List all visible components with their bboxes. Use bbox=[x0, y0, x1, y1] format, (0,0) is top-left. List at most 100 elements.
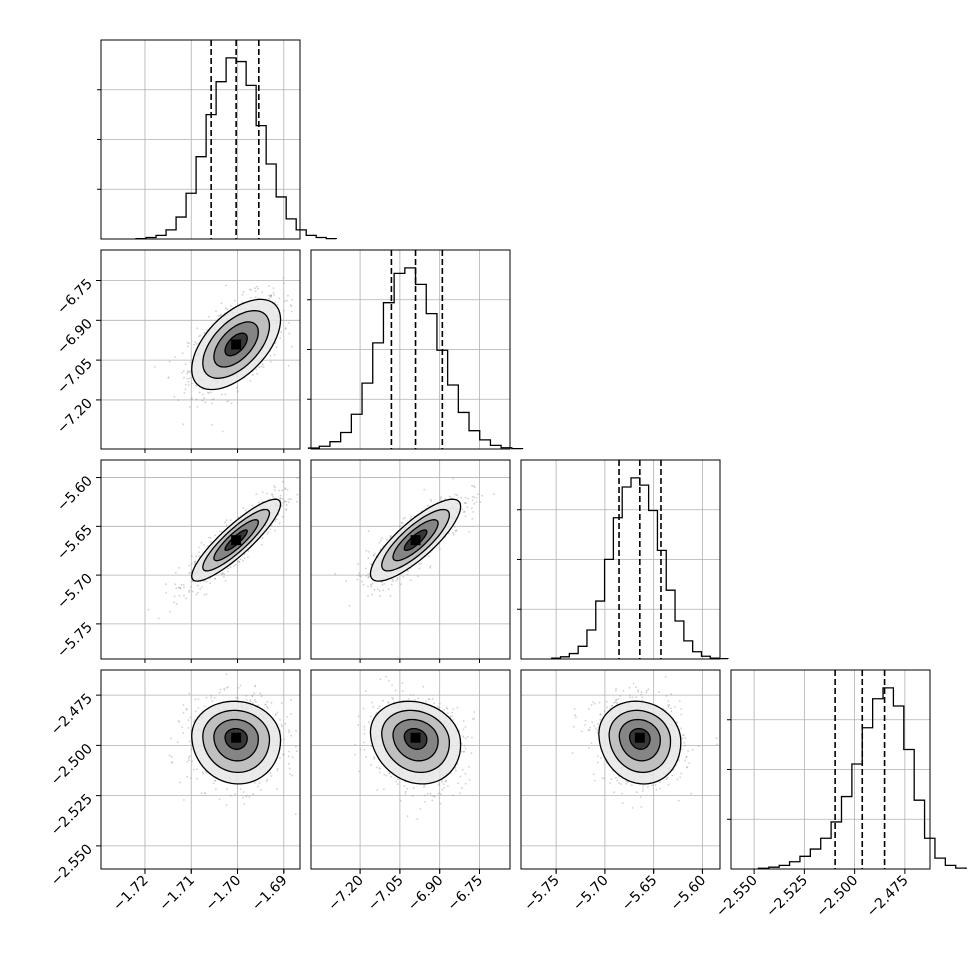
histogram-bar bbox=[569, 654, 578, 659]
sample-point bbox=[211, 402, 213, 405]
sample-point bbox=[219, 314, 222, 317]
sample-point bbox=[389, 594, 392, 597]
sample-point bbox=[404, 792, 407, 795]
sample-point bbox=[191, 590, 194, 593]
histogram-bar bbox=[578, 646, 587, 659]
sample-point bbox=[182, 711, 185, 714]
sample-point bbox=[367, 573, 370, 575]
sample-point bbox=[380, 581, 383, 583]
sample-point bbox=[197, 707, 200, 709]
sample-point bbox=[590, 742, 593, 744]
sample-point bbox=[574, 714, 576, 717]
sample-point bbox=[242, 791, 245, 793]
sample-point bbox=[182, 732, 185, 735]
sample-point bbox=[281, 515, 284, 518]
sample-point bbox=[584, 719, 587, 722]
sample-point bbox=[381, 584, 384, 586]
sample-point bbox=[189, 716, 192, 719]
sample-point bbox=[199, 334, 202, 337]
sample-point bbox=[381, 537, 384, 539]
sample-point bbox=[256, 372, 259, 375]
sample-point bbox=[168, 360, 171, 363]
histogram-bar bbox=[666, 590, 675, 659]
histogram-bar bbox=[821, 838, 831, 869]
sample-point bbox=[283, 500, 286, 503]
sample-point bbox=[214, 577, 216, 580]
sample-point bbox=[289, 773, 291, 775]
sample-point bbox=[204, 401, 207, 404]
sample-point bbox=[427, 555, 430, 558]
sample-point bbox=[359, 575, 362, 578]
sample-point bbox=[631, 696, 634, 699]
sample-point bbox=[454, 493, 457, 496]
sample-point bbox=[367, 576, 370, 579]
sample-point bbox=[473, 711, 476, 713]
sample-point bbox=[429, 498, 432, 501]
histogram-bar bbox=[914, 800, 924, 869]
sample-point bbox=[190, 397, 193, 400]
sample-point bbox=[275, 346, 278, 348]
sample-point bbox=[681, 737, 684, 740]
sample-point bbox=[200, 792, 203, 794]
sample-point bbox=[376, 789, 379, 791]
sample-point bbox=[441, 788, 444, 791]
sample-point bbox=[267, 530, 270, 533]
sample-point bbox=[456, 706, 459, 709]
sample-point bbox=[429, 565, 432, 568]
sample-point bbox=[233, 565, 235, 568]
sample-point bbox=[275, 788, 278, 790]
sample-point bbox=[464, 773, 467, 775]
histogram-bar bbox=[362, 383, 373, 449]
histogram-bar bbox=[286, 219, 296, 239]
sample-point bbox=[273, 489, 276, 492]
sample-point bbox=[378, 590, 381, 592]
sample-point bbox=[455, 529, 458, 532]
sample-point bbox=[226, 788, 229, 790]
sample-point bbox=[270, 294, 273, 297]
sample-point bbox=[269, 772, 272, 774]
sample-point bbox=[461, 768, 464, 771]
sample-point bbox=[296, 500, 298, 503]
histogram-bar bbox=[266, 164, 276, 239]
sample-point bbox=[260, 695, 263, 698]
sample-point bbox=[399, 799, 402, 802]
sample-point bbox=[269, 295, 272, 298]
sample-point bbox=[207, 315, 210, 318]
sample-point bbox=[195, 384, 198, 387]
sample-point bbox=[237, 697, 240, 699]
sample-point bbox=[214, 578, 216, 580]
sample-point bbox=[251, 695, 254, 697]
sample-point bbox=[605, 700, 608, 703]
sample-point bbox=[202, 772, 205, 775]
histogram-bar bbox=[675, 621, 684, 659]
histogram-outline bbox=[307, 267, 524, 450]
sample-point bbox=[188, 755, 191, 757]
sample-point bbox=[406, 815, 409, 818]
sample-point bbox=[426, 504, 429, 507]
sample-point bbox=[283, 500, 286, 502]
sample-point bbox=[359, 748, 362, 751]
sample-point bbox=[169, 610, 172, 613]
sample-point bbox=[430, 500, 433, 502]
sample-point bbox=[245, 694, 248, 697]
sample-point bbox=[411, 795, 414, 797]
sample-point bbox=[470, 752, 473, 755]
sample-point bbox=[266, 532, 269, 535]
sample-point bbox=[423, 784, 426, 787]
sample-point bbox=[410, 515, 413, 518]
sample-point bbox=[369, 715, 372, 717]
sample-point bbox=[179, 587, 182, 590]
sample-point bbox=[278, 489, 280, 492]
sample-point bbox=[457, 782, 459, 785]
sample-point bbox=[439, 802, 442, 805]
sample-point bbox=[629, 696, 631, 699]
sample-point bbox=[372, 554, 375, 557]
sample-point bbox=[190, 397, 193, 400]
sample-point bbox=[279, 497, 282, 500]
sample-point bbox=[154, 366, 156, 368]
sample-point bbox=[276, 303, 279, 306]
sample-point bbox=[348, 604, 351, 607]
sample-point bbox=[424, 801, 426, 803]
sample-point bbox=[436, 705, 439, 708]
sample-point bbox=[452, 531, 454, 534]
